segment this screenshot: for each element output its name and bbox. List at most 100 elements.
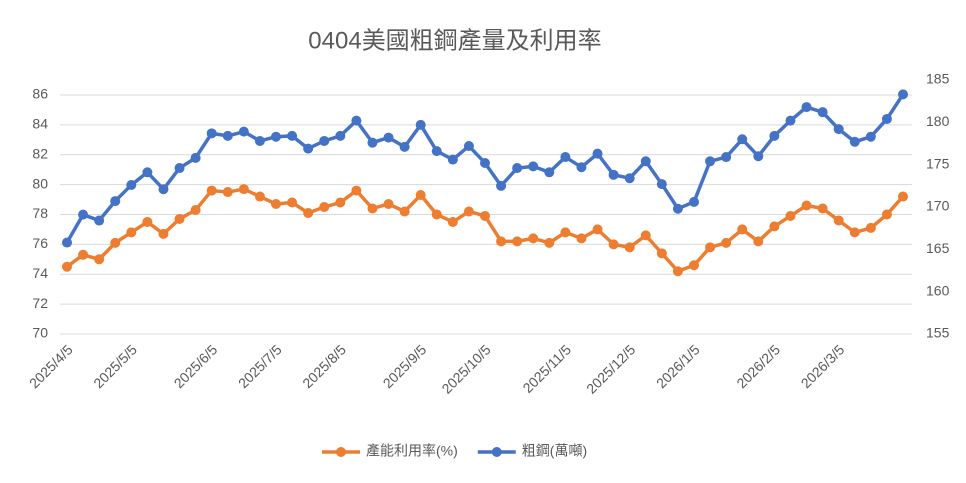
point	[431, 209, 442, 220]
point	[817, 107, 828, 118]
legend-label: 粗鋼(萬噸)	[522, 443, 587, 459]
legend-label: 產能利用率(%)	[366, 443, 458, 459]
point	[592, 148, 603, 159]
point	[303, 207, 314, 218]
point	[544, 237, 555, 248]
point	[399, 141, 410, 152]
point	[415, 119, 426, 130]
point	[672, 266, 683, 277]
point	[62, 237, 72, 248]
point	[753, 236, 764, 247]
point	[881, 209, 892, 220]
point	[496, 180, 507, 191]
legend-marker	[336, 447, 346, 457]
point	[110, 237, 121, 248]
x-tick-label: 2025/6/5	[171, 341, 221, 391]
point	[94, 254, 105, 265]
point	[174, 163, 185, 174]
point	[415, 190, 426, 201]
x-tick-label: 2025/7/5	[235, 341, 285, 391]
x-tick-label: 2025/12/5	[583, 341, 639, 397]
point	[833, 124, 844, 135]
y-tick-label: 86	[32, 86, 48, 102]
y-tick-label: 72	[32, 295, 48, 311]
point	[528, 233, 539, 244]
point	[222, 130, 233, 141]
point	[737, 224, 748, 235]
point	[576, 233, 587, 244]
x-tick-label: 2026/2/5	[733, 341, 783, 391]
point	[319, 202, 330, 212]
point	[447, 216, 458, 227]
y2-tick-label: 185	[926, 71, 950, 87]
point	[463, 141, 474, 152]
point	[512, 236, 523, 247]
x-tick-label: 2025/8/5	[299, 341, 349, 391]
point	[769, 221, 780, 232]
point	[592, 224, 603, 235]
point	[624, 242, 635, 253]
x-tick-label: 2025/11/5	[520, 341, 575, 396]
point	[303, 143, 314, 154]
point	[126, 227, 137, 238]
point	[110, 196, 121, 207]
point	[769, 130, 780, 141]
point	[351, 185, 362, 196]
point	[158, 184, 169, 195]
point	[785, 210, 796, 221]
point	[865, 222, 876, 233]
point	[367, 137, 378, 148]
point	[705, 242, 716, 253]
point	[480, 157, 490, 168]
chart-title: 0404美國粗鋼產量及利用率	[308, 27, 601, 54]
point	[560, 152, 571, 163]
point	[849, 136, 860, 147]
point	[319, 135, 330, 146]
point	[785, 115, 796, 126]
point	[431, 146, 442, 157]
point	[142, 167, 153, 178]
point	[351, 115, 362, 126]
point	[656, 248, 667, 259]
point	[817, 203, 828, 214]
point	[608, 239, 619, 250]
point	[865, 131, 876, 142]
point	[801, 102, 812, 113]
point	[560, 227, 571, 238]
point	[271, 199, 281, 210]
legend-marker	[491, 447, 502, 457]
point	[463, 206, 474, 217]
point	[190, 152, 201, 163]
y-tick-label: 70	[32, 325, 48, 341]
point	[753, 151, 764, 162]
point	[206, 128, 217, 139]
x-tick-label: 2025/10/5	[438, 341, 494, 397]
point	[78, 249, 89, 260]
y-tick-label: 84	[32, 116, 48, 132]
y-tick-label: 74	[32, 265, 48, 281]
point	[335, 130, 346, 141]
y2-tick-label: 175	[926, 155, 950, 171]
y2-tick-label: 170	[926, 198, 950, 214]
y2-tick-label: 155	[926, 325, 950, 341]
point	[480, 210, 490, 221]
point	[254, 191, 265, 202]
x-tick-label: 2025/5/5	[90, 341, 140, 391]
point	[528, 161, 539, 172]
point	[833, 215, 844, 226]
point	[721, 237, 732, 248]
point	[78, 209, 89, 220]
point	[898, 191, 908, 202]
point	[190, 204, 201, 215]
point	[399, 206, 410, 217]
point	[608, 169, 619, 180]
point	[158, 228, 169, 239]
point	[512, 163, 523, 174]
point	[271, 131, 281, 142]
point	[801, 200, 812, 211]
point	[576, 162, 587, 173]
point	[689, 260, 699, 271]
point	[881, 113, 892, 124]
point	[287, 130, 298, 141]
